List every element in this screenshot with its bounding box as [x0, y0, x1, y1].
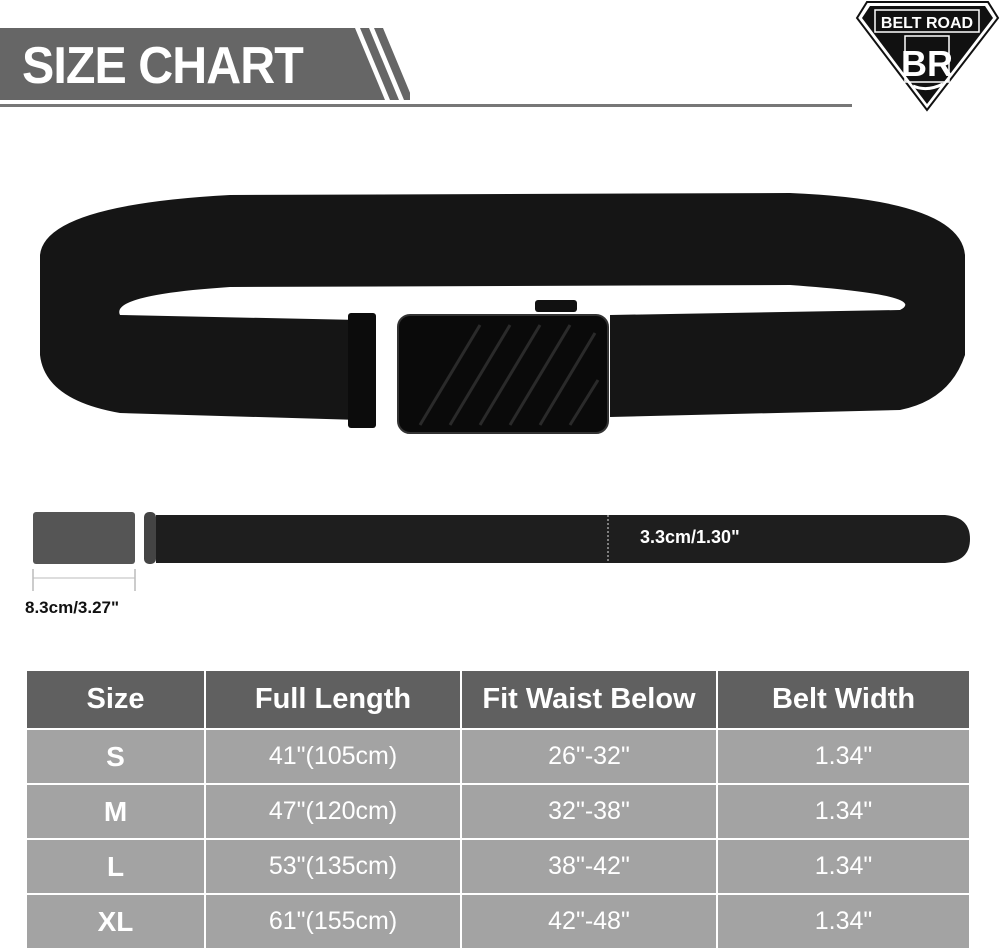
- col-size: Size: [27, 671, 204, 728]
- title-banner: [0, 28, 410, 100]
- buckle-width-label: 8.3cm/3.27": [25, 598, 120, 617]
- col-fit-waist: Fit Waist Below: [462, 671, 716, 728]
- belt-road-logo: BELT ROAD BR: [855, 1, 1000, 112]
- size-cell: S: [27, 730, 204, 783]
- page-title: SIZE CHART: [22, 37, 304, 95]
- waist-cell: 26"-32": [462, 730, 716, 783]
- length-cell: 47"(120cm): [206, 785, 460, 838]
- table-header-row: Size Full Length Fit Waist Below Belt Wi…: [27, 671, 969, 728]
- length-cell: 61"(155cm): [206, 895, 460, 948]
- size-cell: L: [27, 840, 204, 893]
- width-cell: 1.34": [718, 895, 969, 948]
- width-cell: 1.34": [718, 840, 969, 893]
- waist-cell: 32"-38": [462, 785, 716, 838]
- length-cell: 41"(105cm): [206, 730, 460, 783]
- table-row: M 47"(120cm) 32"-38" 1.34": [27, 785, 969, 838]
- svg-text:BELT ROAD: BELT ROAD: [881, 15, 973, 32]
- length-cell: 53"(135cm): [206, 840, 460, 893]
- belt-dimension-diagram: [32, 512, 970, 591]
- waist-cell: 38"-42": [462, 840, 716, 893]
- belt-width-label: 3.3cm/1.30": [640, 527, 740, 547]
- col-belt-width: Belt Width: [718, 671, 969, 728]
- belt-photo: [40, 193, 965, 434]
- size-cell: M: [27, 785, 204, 838]
- width-cell: 1.34": [718, 785, 969, 838]
- table-row: L 53"(135cm) 38"-42" 1.34": [27, 840, 969, 893]
- table-row: S 41"(105cm) 26"-32" 1.34": [27, 730, 969, 783]
- divider: [0, 104, 852, 107]
- svg-text:BR: BR: [901, 43, 953, 84]
- size-cell: XL: [27, 895, 204, 948]
- col-full-length: Full Length: [206, 671, 460, 728]
- size-table: Size Full Length Fit Waist Below Belt Wi…: [25, 669, 971, 950]
- table-row: XL 61"(155cm) 42"-48" 1.34": [27, 895, 969, 948]
- width-cell: 1.34": [718, 730, 969, 783]
- waist-cell: 42"-48": [462, 895, 716, 948]
